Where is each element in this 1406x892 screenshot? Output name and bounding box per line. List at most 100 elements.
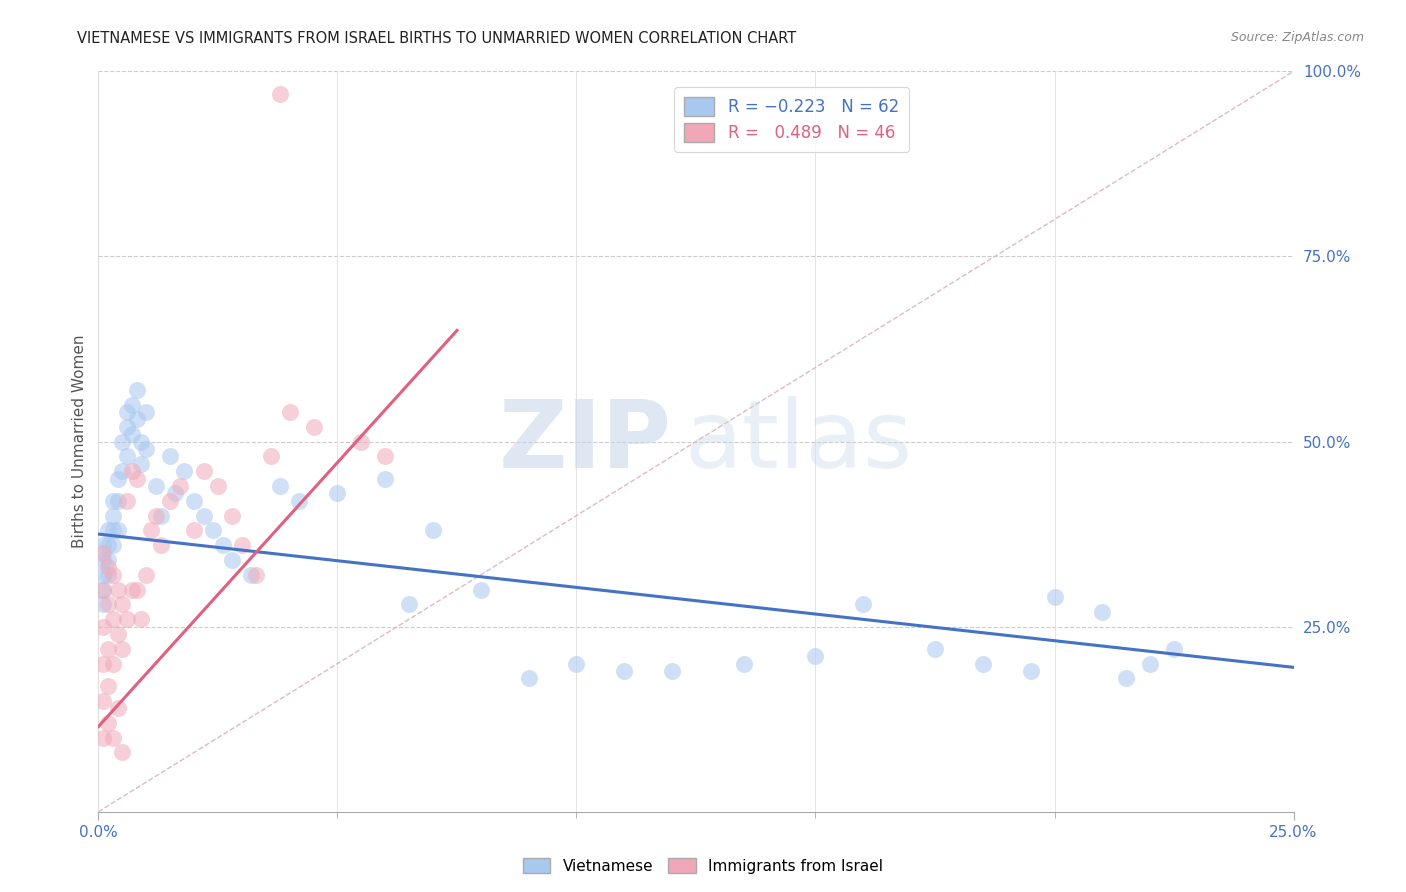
Point	[101, 657, 124, 671]
Point	[91, 553, 114, 567]
Point	[115, 419, 138, 434]
Point	[852, 598, 875, 612]
Point	[107, 524, 129, 538]
Point	[97, 538, 120, 552]
Point	[183, 524, 205, 538]
Text: Source: ZipAtlas.com: Source: ZipAtlas.com	[1230, 31, 1364, 45]
Point	[111, 464, 134, 478]
Point	[240, 567, 263, 582]
Point	[231, 538, 253, 552]
Point	[97, 679, 120, 693]
Point	[115, 493, 138, 508]
Point	[1163, 641, 1185, 656]
Point	[193, 508, 215, 523]
Point	[131, 434, 153, 449]
Point	[91, 538, 114, 552]
Point	[163, 486, 186, 500]
Point	[202, 524, 225, 538]
Point	[245, 567, 267, 582]
Point	[149, 538, 172, 552]
Point	[101, 493, 124, 508]
Point	[661, 664, 683, 678]
Point	[139, 524, 162, 538]
Point	[101, 731, 124, 745]
Point	[135, 442, 157, 456]
Point	[121, 464, 143, 478]
Point	[107, 627, 129, 641]
Point	[125, 471, 148, 485]
Point	[733, 657, 755, 671]
Point	[302, 419, 325, 434]
Point	[97, 560, 120, 574]
Point	[221, 553, 243, 567]
Point	[111, 598, 134, 612]
Point	[135, 567, 157, 582]
Point	[91, 731, 114, 745]
Text: VIETNAMESE VS IMMIGRANTS FROM ISRAEL BIRTHS TO UNMARRIED WOMEN CORRELATION CHART: VIETNAMESE VS IMMIGRANTS FROM ISRAEL BIR…	[77, 31, 797, 46]
Point	[207, 479, 229, 493]
Point	[145, 508, 167, 523]
Point	[115, 405, 138, 419]
Point	[1115, 672, 1137, 686]
Point	[135, 405, 157, 419]
Point	[107, 471, 129, 485]
Point	[269, 479, 291, 493]
Point	[111, 746, 134, 760]
Point	[159, 450, 181, 464]
Text: ZIP: ZIP	[499, 395, 672, 488]
Point	[91, 657, 114, 671]
Point	[278, 405, 301, 419]
Point	[101, 612, 124, 626]
Point	[374, 471, 396, 485]
Point	[350, 434, 373, 449]
Point	[111, 641, 134, 656]
Point	[101, 538, 124, 552]
Point	[91, 567, 114, 582]
Legend: R = −0.223   N = 62, R =   0.489   N = 46: R = −0.223 N = 62, R = 0.489 N = 46	[675, 87, 908, 153]
Point	[101, 524, 124, 538]
Point	[169, 479, 191, 493]
Point	[107, 493, 129, 508]
Point	[259, 450, 281, 464]
Y-axis label: Births to Unmarried Women: Births to Unmarried Women	[72, 334, 87, 549]
Point	[97, 598, 120, 612]
Point	[111, 434, 134, 449]
Point	[159, 493, 181, 508]
Point	[326, 486, 349, 500]
Point	[91, 582, 114, 597]
Point	[91, 546, 114, 560]
Point	[101, 508, 124, 523]
Point	[107, 701, 129, 715]
Point	[288, 493, 311, 508]
Point	[97, 641, 120, 656]
Point	[422, 524, 444, 538]
Legend: Vietnamese, Immigrants from Israel: Vietnamese, Immigrants from Israel	[517, 852, 889, 880]
Point	[125, 582, 148, 597]
Point	[1139, 657, 1161, 671]
Point	[91, 598, 114, 612]
Point	[97, 524, 120, 538]
Point	[121, 427, 143, 442]
Point	[398, 598, 420, 612]
Point	[173, 464, 195, 478]
Point	[269, 87, 291, 101]
Point	[121, 398, 143, 412]
Point	[221, 508, 243, 523]
Point	[183, 493, 205, 508]
Point	[1091, 605, 1114, 619]
Point	[131, 612, 153, 626]
Point	[517, 672, 540, 686]
Point	[97, 553, 120, 567]
Point	[374, 450, 396, 464]
Point	[565, 657, 588, 671]
Point	[115, 450, 138, 464]
Point	[91, 619, 114, 633]
Point	[101, 567, 124, 582]
Point	[972, 657, 994, 671]
Point	[1019, 664, 1042, 678]
Point	[1043, 590, 1066, 604]
Point	[804, 649, 827, 664]
Point	[97, 567, 120, 582]
Text: atlas: atlas	[685, 395, 912, 488]
Point	[211, 538, 233, 552]
